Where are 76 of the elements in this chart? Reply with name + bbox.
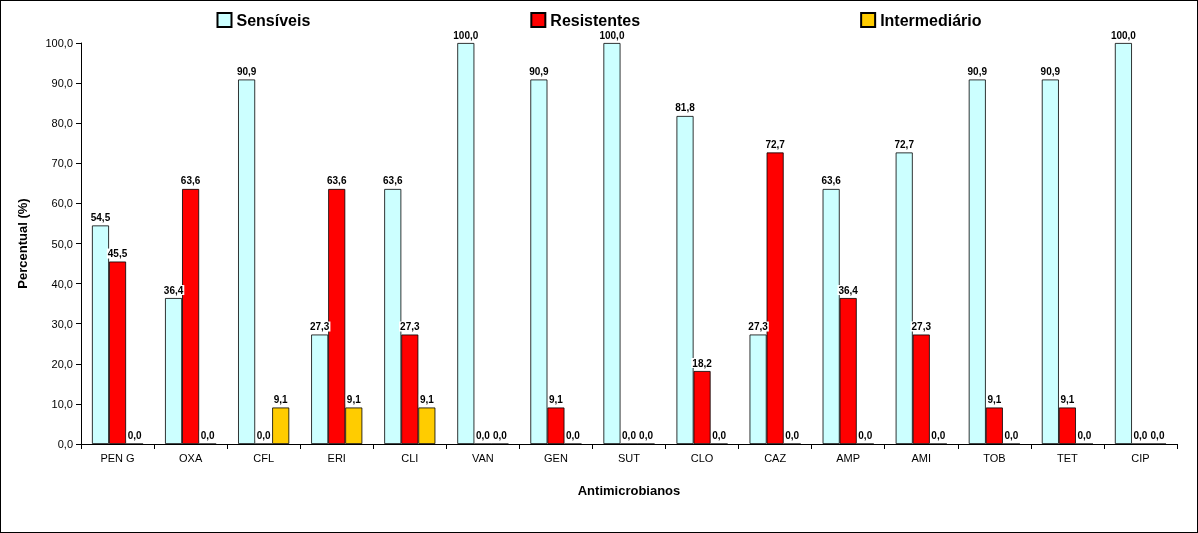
y-tick-label: 40,0 (51, 277, 73, 290)
text: 63,6 (180, 175, 201, 187)
x-tick-label: CFL (253, 451, 275, 464)
text: 90,9 (967, 65, 988, 77)
text: 72,7 (894, 138, 914, 150)
legend-label: Sensíveis (236, 11, 311, 29)
y-tick-label: 30,0 (51, 317, 73, 330)
text: 0,0 (256, 430, 271, 442)
x-tick-label: OXA (178, 451, 203, 464)
x-tick-label: SUT (618, 451, 641, 464)
y-axis-title: Percentual (%) (15, 198, 30, 289)
x-tick-label: TET (1057, 451, 1079, 464)
text: 0,0 (622, 430, 636, 442)
text: 0,0 (1150, 430, 1165, 442)
text: 9,1 (273, 394, 288, 406)
text: 100,0 (599, 29, 625, 41)
text: 27,3 (911, 321, 931, 333)
text: 0,0 (475, 430, 490, 442)
text: 27,3 (400, 321, 420, 333)
text: 0,0 (639, 430, 653, 442)
text: 81,8 (675, 102, 695, 114)
text: 9,1 (419, 394, 434, 406)
y-tick-label: 0,0 (57, 438, 73, 450)
text: 0,0 (785, 430, 800, 442)
y-tick-label: 20,0 (51, 357, 73, 370)
text: 0,0 (1004, 430, 1019, 442)
y-tick-label: 10,0 (51, 397, 73, 410)
x-tick-label: CIP (1131, 451, 1150, 464)
text: 0,0 (858, 430, 873, 442)
x-tick-label: TOB (983, 451, 1006, 464)
y-tick-label: 50,0 (51, 237, 73, 250)
x-axis-title: Antimicrobianos (577, 483, 681, 498)
text: 45,5 (107, 248, 128, 260)
legend-label: Resistentes (550, 11, 641, 29)
x-tick-label: AMI (911, 451, 932, 464)
y-tick-label: 80,0 (51, 117, 73, 130)
text: 0,0 (127, 430, 142, 442)
x-tick-label: GEN (544, 451, 568, 464)
text: 36,4 (163, 284, 184, 296)
x-tick-label: CLO (690, 451, 714, 464)
x-tick-label: PEN G (100, 451, 135, 464)
text: 0,0 (712, 430, 727, 442)
text: 0,0 (566, 430, 580, 442)
text: 9,1 (548, 394, 563, 406)
text: 72,7 (765, 138, 785, 150)
text: 0,0 (1133, 430, 1148, 442)
x-tick-label: CLI (401, 451, 419, 464)
y-tick-label: 100,0 (45, 37, 73, 49)
text: 0,0 (492, 430, 507, 442)
x-tick-label: VAN (471, 451, 494, 464)
text: 90,9 (236, 65, 257, 77)
text: 63,6 (821, 175, 841, 187)
text: 90,9 (529, 65, 549, 77)
text: 63,6 (383, 175, 403, 187)
y-tick-label: 70,0 (51, 157, 73, 170)
y-tick-label: 60,0 (51, 197, 73, 210)
y-tick-label: 90,0 (51, 77, 73, 90)
text: 27,3 (309, 321, 330, 333)
text: 9,1 (1060, 394, 1075, 406)
text: 0,0 (931, 430, 946, 442)
text: 0,0 (200, 430, 215, 442)
text: 54,5 (90, 211, 111, 223)
text: 9,1 (987, 394, 1002, 406)
legend-label: Intermediário (880, 11, 982, 29)
text: 63,6 (327, 175, 347, 187)
text: 90,9 (1040, 65, 1061, 77)
x-tick-label: ERI (327, 451, 346, 464)
text: 9,1 (346, 394, 361, 406)
text: 100,0 (1110, 29, 1136, 41)
x-tick-label: AMP (836, 451, 861, 464)
text: 100,0 (453, 29, 479, 41)
text: 36,4 (838, 284, 858, 296)
text: 27,3 (748, 321, 768, 333)
text: 18,2 (692, 357, 712, 369)
x-tick-label: CAZ (764, 451, 787, 464)
text: 0,0 (1077, 430, 1092, 442)
